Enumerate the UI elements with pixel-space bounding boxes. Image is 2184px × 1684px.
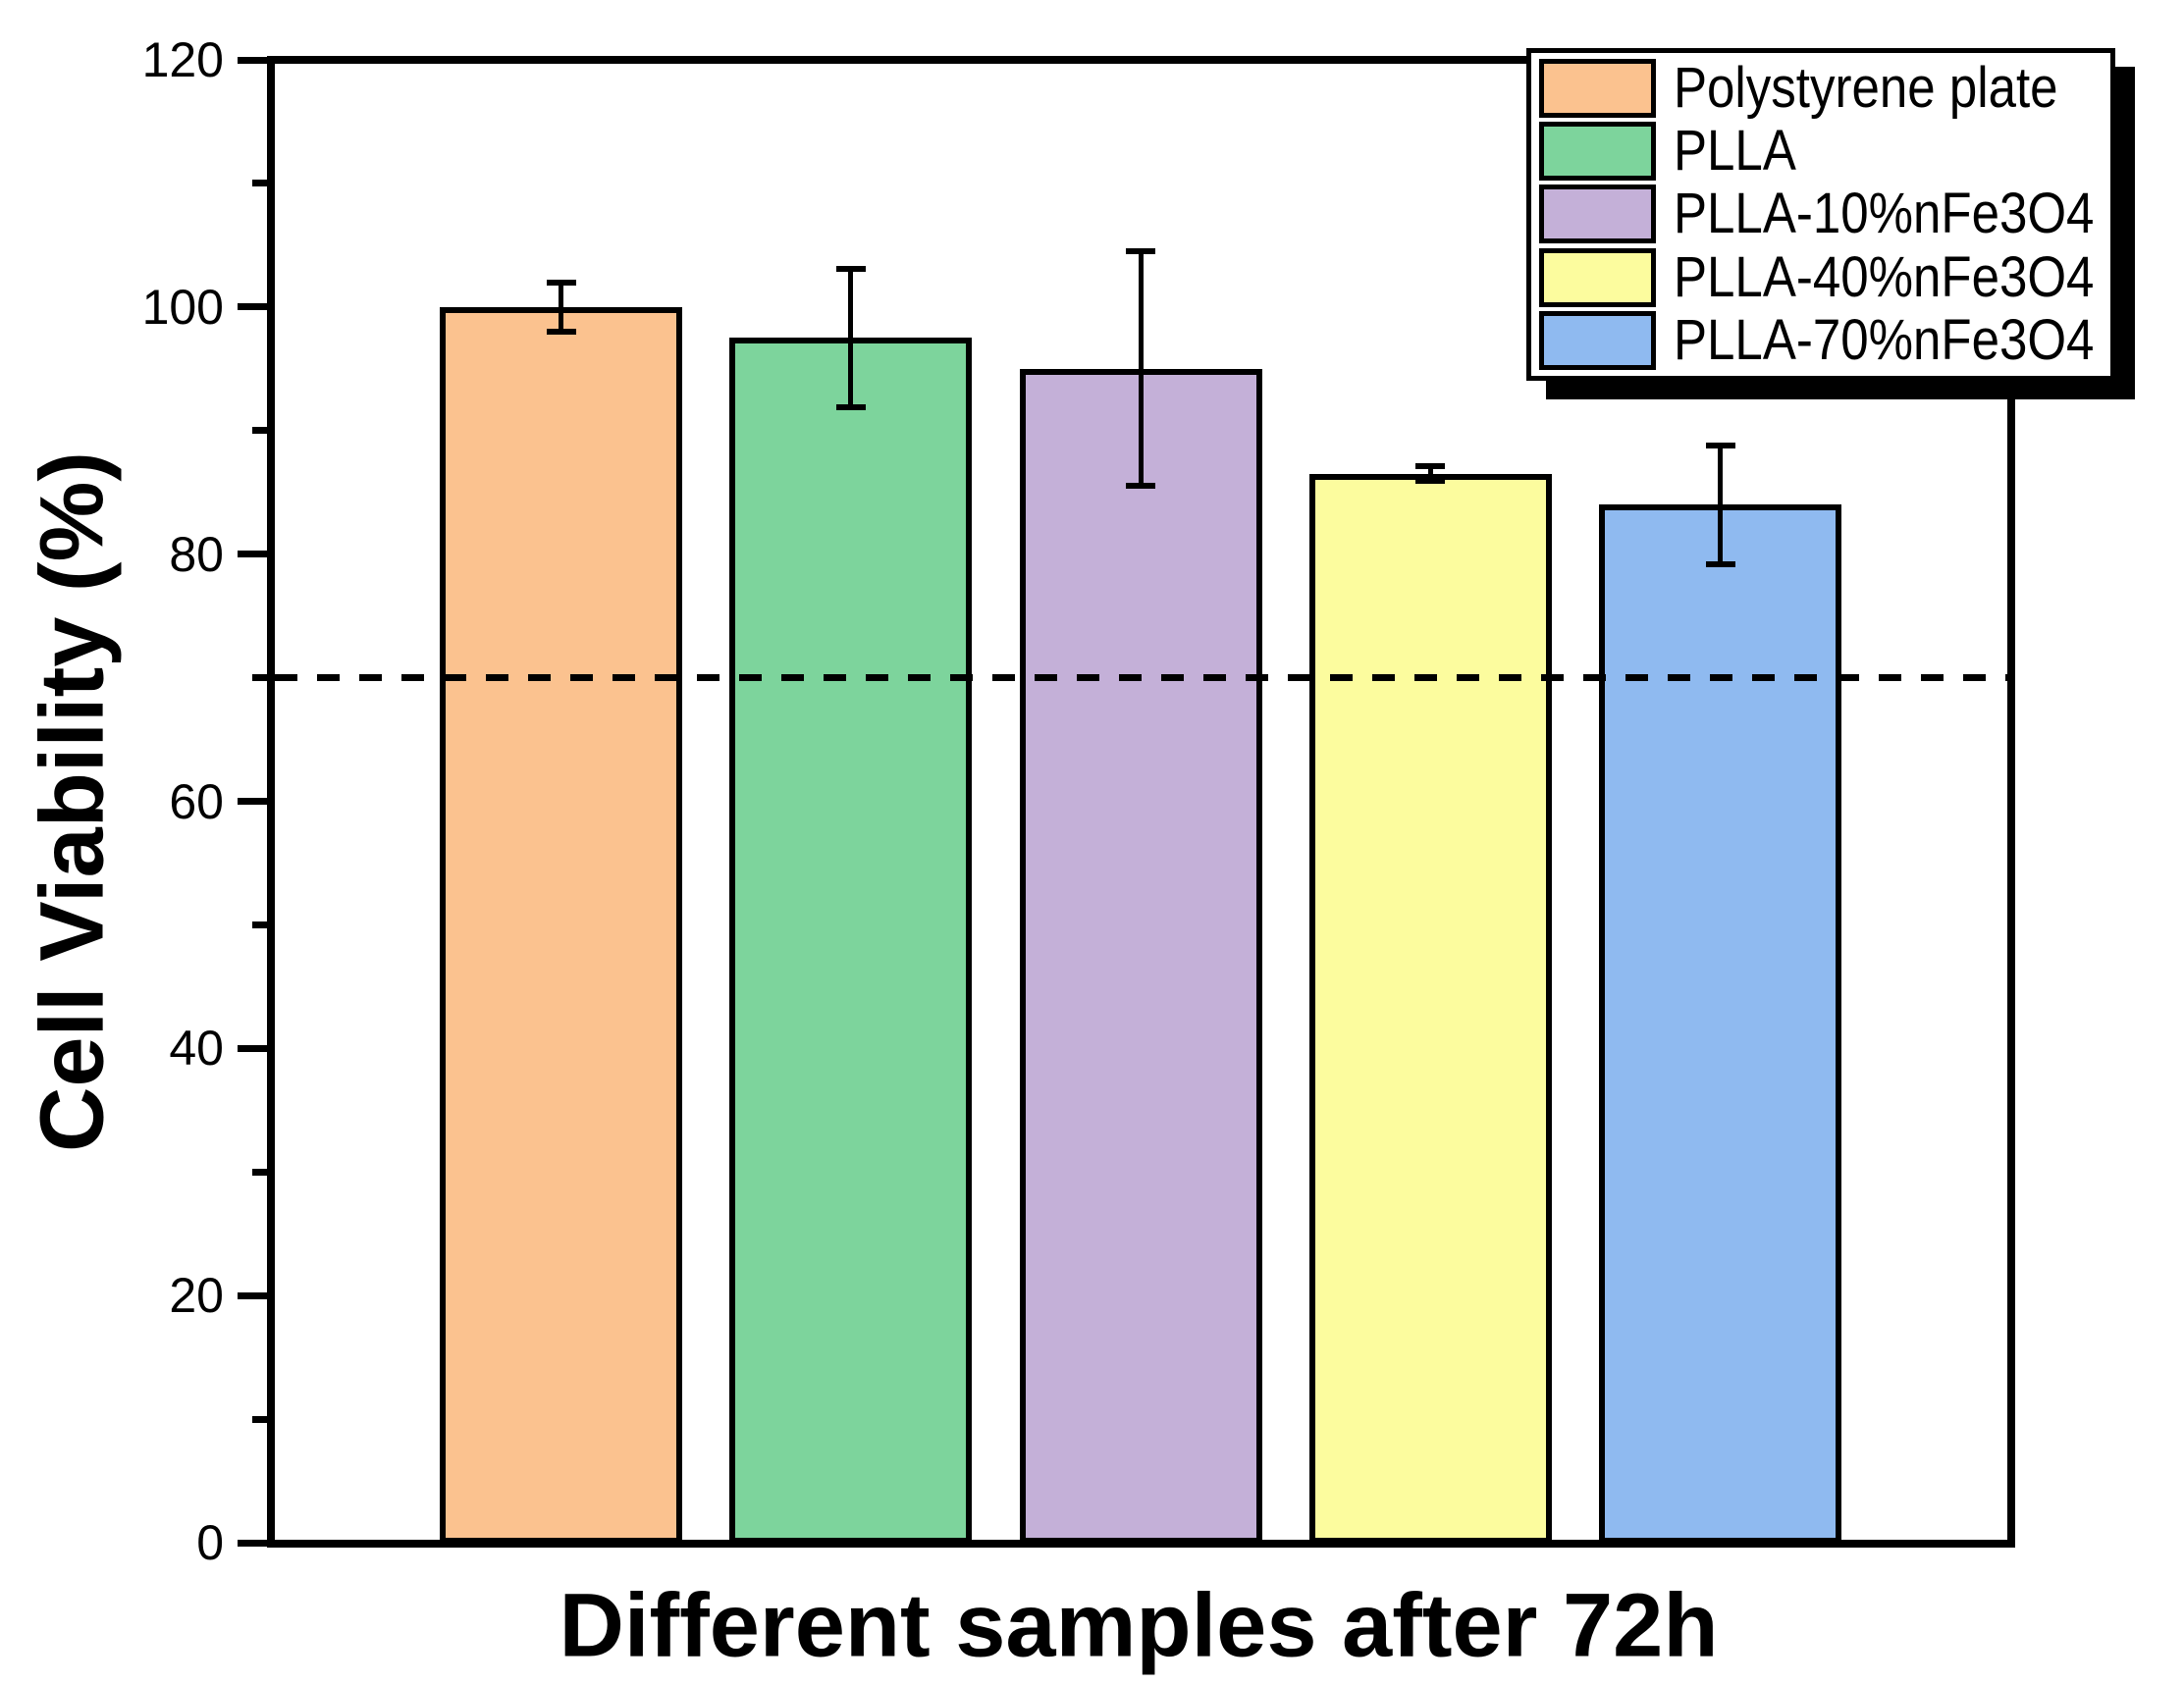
plot-area <box>267 56 2015 1548</box>
error-bar-line <box>1138 251 1144 487</box>
y-axis-minor-tick <box>252 1415 267 1423</box>
error-bar-cap-top <box>546 279 576 286</box>
error-bar-cap-bottom <box>1705 560 1735 567</box>
reference-line-70pct <box>275 674 2007 682</box>
error-bar-cap-top <box>835 265 866 272</box>
y-axis-minor-tick <box>252 921 267 928</box>
x-axis-title: Different samples after 72h <box>559 1575 1719 1676</box>
y-axis-tick-label: 80 <box>169 526 224 582</box>
legend-label: PLLA-70%nFe3O4 <box>1674 307 2095 372</box>
legend-row: PLLA <box>1539 119 2103 184</box>
legend-row: PLLA-70%nFe3O4 <box>1539 307 2103 372</box>
legend-swatch <box>1539 59 1656 119</box>
legend-swatch <box>1539 310 1656 370</box>
error-bar-cap-bottom <box>1126 483 1155 490</box>
error-bar-line <box>1718 445 1723 564</box>
error-bar-cap-bottom <box>835 403 866 410</box>
legend-label: Polystyrene plate <box>1674 56 2058 121</box>
y-axis-major-tick <box>238 1539 267 1547</box>
y-axis-major-tick <box>238 798 267 805</box>
legend-label: PLLA-40%nFe3O4 <box>1674 244 2095 309</box>
bar <box>1308 473 1552 1544</box>
error-bar-line <box>1427 466 1433 482</box>
error-bar-line <box>559 282 563 332</box>
y-axis-minor-tick <box>252 427 267 435</box>
y-axis-tick-label: 60 <box>169 773 224 829</box>
y-axis-major-tick <box>238 1291 267 1299</box>
error-bar-cap-bottom <box>1415 478 1446 485</box>
legend-label: PLLA-10%nFe3O4 <box>1674 182 2095 246</box>
error-bar-cap-bottom <box>546 329 576 336</box>
legend-row: Polystyrene plate <box>1539 56 2103 121</box>
bar <box>1019 368 1262 1544</box>
error-bar-cap-top <box>1126 248 1155 255</box>
legend-swatch <box>1539 184 1656 244</box>
y-axis-tick-label: 120 <box>141 32 224 87</box>
y-axis-major-tick <box>238 56 267 64</box>
legend-swatch <box>1539 122 1656 182</box>
bar <box>440 306 682 1544</box>
legend-row: PLLA-10%nFe3O4 <box>1539 182 2103 246</box>
y-axis-minor-tick <box>252 180 267 187</box>
y-axis-major-tick <box>238 303 267 311</box>
y-axis-tick-label: 100 <box>141 279 224 335</box>
error-bar-cap-top <box>1415 463 1446 470</box>
y-axis-minor-tick <box>252 1168 267 1176</box>
legend-label: PLLA <box>1674 119 1796 184</box>
error-bar-line <box>848 268 854 407</box>
y-axis-major-tick <box>238 1044 267 1052</box>
y-axis-major-tick <box>238 551 267 558</box>
y-axis-tick-label: 20 <box>169 1268 224 1324</box>
bar <box>729 338 973 1544</box>
legend-row: PLLA-40%nFe3O4 <box>1539 244 2103 309</box>
legend: Polystyrene plate PLLA PLLA-10%nFe3O4 PLLA-… <box>1526 48 2115 381</box>
y-axis-tick-label: 40 <box>169 1021 224 1077</box>
error-bar-cap-top <box>1705 442 1735 448</box>
bar <box>1599 504 1841 1544</box>
y-axis-tick-label: 0 <box>196 1515 224 1570</box>
y-axis-minor-tick <box>252 674 267 682</box>
legend-swatch <box>1539 247 1656 307</box>
